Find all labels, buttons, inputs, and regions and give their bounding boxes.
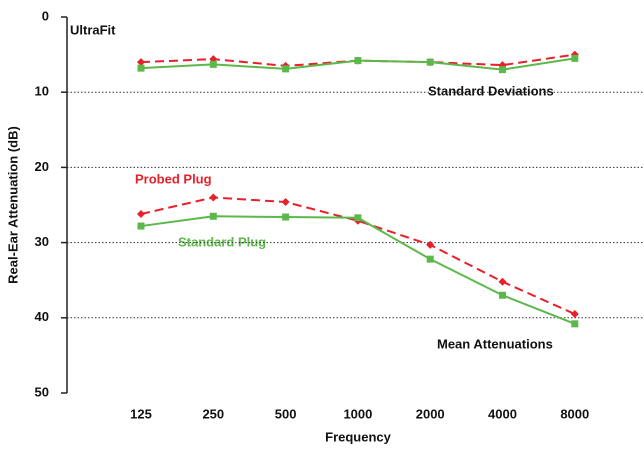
series-label: Probed Plug bbox=[135, 171, 212, 186]
x-tick-label: 2000 bbox=[416, 406, 445, 421]
y-axis-label: Real-Ear Attenuation (dB) bbox=[5, 126, 20, 284]
marker bbox=[209, 212, 217, 220]
annotation: Standard Deviations bbox=[428, 83, 554, 98]
marker bbox=[209, 60, 217, 68]
marker bbox=[137, 210, 145, 219]
x-tick-label: 250 bbox=[202, 406, 224, 421]
marker bbox=[137, 222, 145, 230]
y-tick-label: 50 bbox=[35, 384, 49, 399]
marker bbox=[498, 277, 507, 286]
marker bbox=[571, 54, 579, 62]
marker bbox=[426, 240, 435, 249]
y-tick-label: 0 bbox=[42, 8, 49, 23]
marker bbox=[137, 58, 145, 67]
x-tick-label: 4000 bbox=[488, 406, 517, 421]
marker bbox=[426, 255, 434, 263]
annotation: Mean Attenuations bbox=[437, 336, 553, 351]
x-tick-label: 8000 bbox=[560, 406, 589, 421]
marker bbox=[281, 197, 290, 206]
marker bbox=[571, 320, 579, 328]
series-line bbox=[140, 215, 576, 325]
marker bbox=[209, 193, 218, 202]
x-tick-label: 1000 bbox=[343, 406, 372, 421]
marker bbox=[137, 64, 145, 72]
marker bbox=[282, 65, 290, 73]
marker bbox=[499, 291, 506, 299]
y-tick-label: 20 bbox=[35, 159, 49, 174]
marker bbox=[282, 213, 290, 221]
y-tick-label: 30 bbox=[35, 234, 49, 249]
marker bbox=[570, 310, 579, 319]
y-tick-label: 40 bbox=[35, 309, 49, 324]
series-label: Standard Plug bbox=[178, 234, 266, 249]
x-tick-label: 500 bbox=[275, 406, 297, 421]
marker bbox=[499, 66, 506, 74]
chart-title: UltraFit bbox=[70, 22, 116, 37]
y-tick-label: 10 bbox=[35, 84, 49, 99]
marker bbox=[354, 214, 362, 222]
x-tick-label: 125 bbox=[130, 406, 152, 421]
marker bbox=[354, 57, 362, 65]
x-axis-label: Frequency bbox=[325, 429, 392, 444]
marker bbox=[426, 58, 434, 66]
